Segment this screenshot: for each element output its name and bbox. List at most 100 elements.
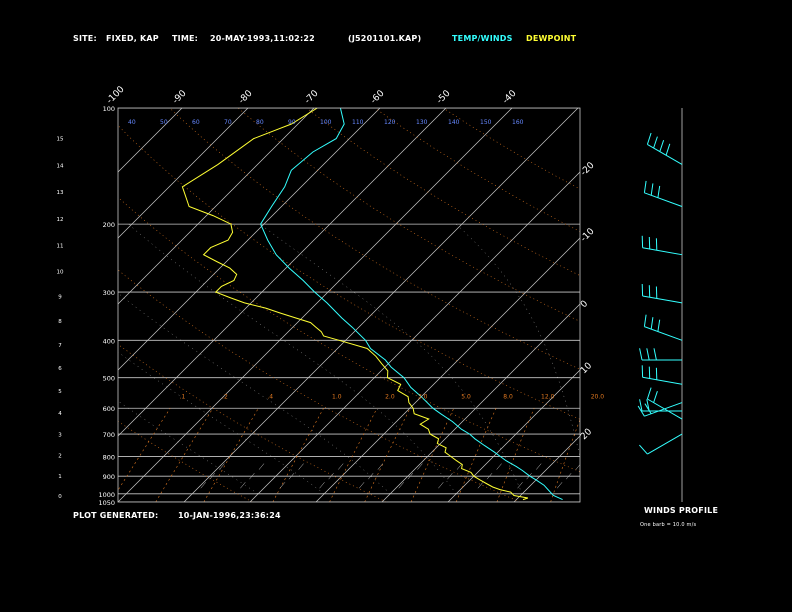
isotherm-line [513,435,580,502]
isobar-tick-label: 800 [103,453,115,461]
grid-tick-mark [288,473,295,480]
legend-temp-winds: TEMP/WINDS [452,34,513,43]
moist-adiabat-line [128,223,457,494]
mixing-ratio-line [455,408,497,502]
isobar-tick-label: 400 [103,337,115,345]
height-km-label: 2 [58,453,62,459]
grid-tick-mark [377,463,383,470]
mixing-ratio-line [118,408,171,491]
isotherm-top-label: -70 [303,88,321,106]
moist-adiabat-line [118,351,325,495]
height-km-label: 9 [58,294,62,300]
height-km-label: 13 [57,190,64,196]
mixing-ratio-label: .4 [267,394,273,401]
isotherm-right-label-group: 10 [579,361,594,376]
temperature-profile [260,108,563,501]
isotherm-line [646,108,792,502]
grid-tick-mark [566,473,572,480]
plot-generated-value: 10-JAN-1996,23:36:24 [178,511,281,520]
upper-row-label: 140 [448,119,460,126]
dry-adiabat-line [118,125,580,420]
isotherm-line [249,171,580,502]
isotherm-right-label: 0 [579,299,590,310]
isotherm-line [381,303,580,502]
grid-tick-mark [417,463,423,470]
grid-tick-mark [398,482,404,489]
height-km-label: 3 [58,432,62,438]
plot-generated-label: PLOT GENERATED: [73,511,159,520]
wind-barb-flag [639,444,648,455]
upper-row-label: 50 [160,119,168,126]
isotherm-top-label: -90 [171,88,189,106]
isotherm-right-label: 20 [579,427,594,442]
wind-barb-staff [642,247,683,256]
mixing-ratio-label: 1.0 [332,394,342,401]
mixing-ratio-label: 20.0 [591,394,605,401]
height-km-label: 0 [58,494,62,500]
grid-tick-mark [249,473,255,480]
upper-row-label: 130 [416,119,428,126]
upper-row-label: 110 [352,119,364,126]
height-km-label: 4 [58,411,62,417]
upper-row-label: 160 [512,119,524,126]
isotherm-top-label: -60 [369,88,387,106]
mixing-ratio-line [410,408,455,502]
dewpoint-profile [181,108,529,501]
mixing-ratio-label: 2.0 [385,394,395,401]
isobar-tick-label: 300 [103,289,115,297]
isotherm-right-label-group: 0 [579,299,590,310]
wind-barb-flag [659,140,665,152]
mixing-ratio-line [203,408,259,502]
wind-barb-flag [653,136,658,149]
grid-tick-mark [456,463,463,470]
upper-row-label: 150 [480,119,492,126]
site-value: FIXED, KAP [106,34,159,43]
isotherm-top-label: -100 [105,84,127,106]
wind-barb-flag [657,319,661,332]
isobar-tick-label: 500 [103,375,115,383]
wind-barb-staff [644,402,683,417]
grid-tick-mark [240,482,246,489]
isotherm-top-label-group: -40 [501,88,519,106]
winds-profile-note: One barb = 10.0 m/s [640,522,697,528]
isotherm-top-label-group: -70 [303,88,321,106]
upper-row-label: 60 [192,119,200,126]
isobar-tick-label: 700 [103,431,115,439]
isotherm-line [0,108,50,502]
mixing-ratio-label: 8.0 [503,394,513,401]
isotherm-top-label-group: -100 [105,84,127,106]
grid-tick-mark [200,482,206,489]
grid-tick-mark [358,482,365,489]
height-km-label: 7 [58,343,62,349]
wind-barb-flag [639,348,643,361]
wind-barb-flag [650,317,654,330]
height-km-label: 14 [57,164,64,170]
isobar-tick-label: 900 [103,473,115,481]
mixing-ratio-label: 12.0 [541,394,555,401]
isotherm-line [447,369,580,502]
wind-barb-flag [653,391,658,403]
height-km-label: 8 [58,319,62,325]
grid-tick-mark [615,464,620,470]
isotherm-right-label: 10 [579,361,594,376]
mixing-ratio-label: 5.0 [461,394,471,401]
isotherm-line [579,501,580,502]
isotherm-top-label-group: -90 [171,88,189,106]
isotherm-right-label-group: 20 [579,427,594,442]
isotherm-line [183,108,579,502]
isotherm-line [118,108,513,502]
upper-row-label: 70 [224,119,232,126]
upper-row-label: 40 [128,119,136,126]
wind-barb-staff [642,295,683,304]
mixing-ratio-line [496,408,535,502]
grid-tick-mark [447,473,453,480]
isobar-tick-label: 1050 [98,499,115,507]
moist-adiabat-line [118,400,259,495]
grid-tick-mark [368,473,374,480]
isobar-tick-label: 200 [103,221,115,229]
isotherm-right-label: -20 [579,160,597,178]
upper-row-label: 90 [288,119,296,126]
height-km-label: 5 [58,389,62,395]
